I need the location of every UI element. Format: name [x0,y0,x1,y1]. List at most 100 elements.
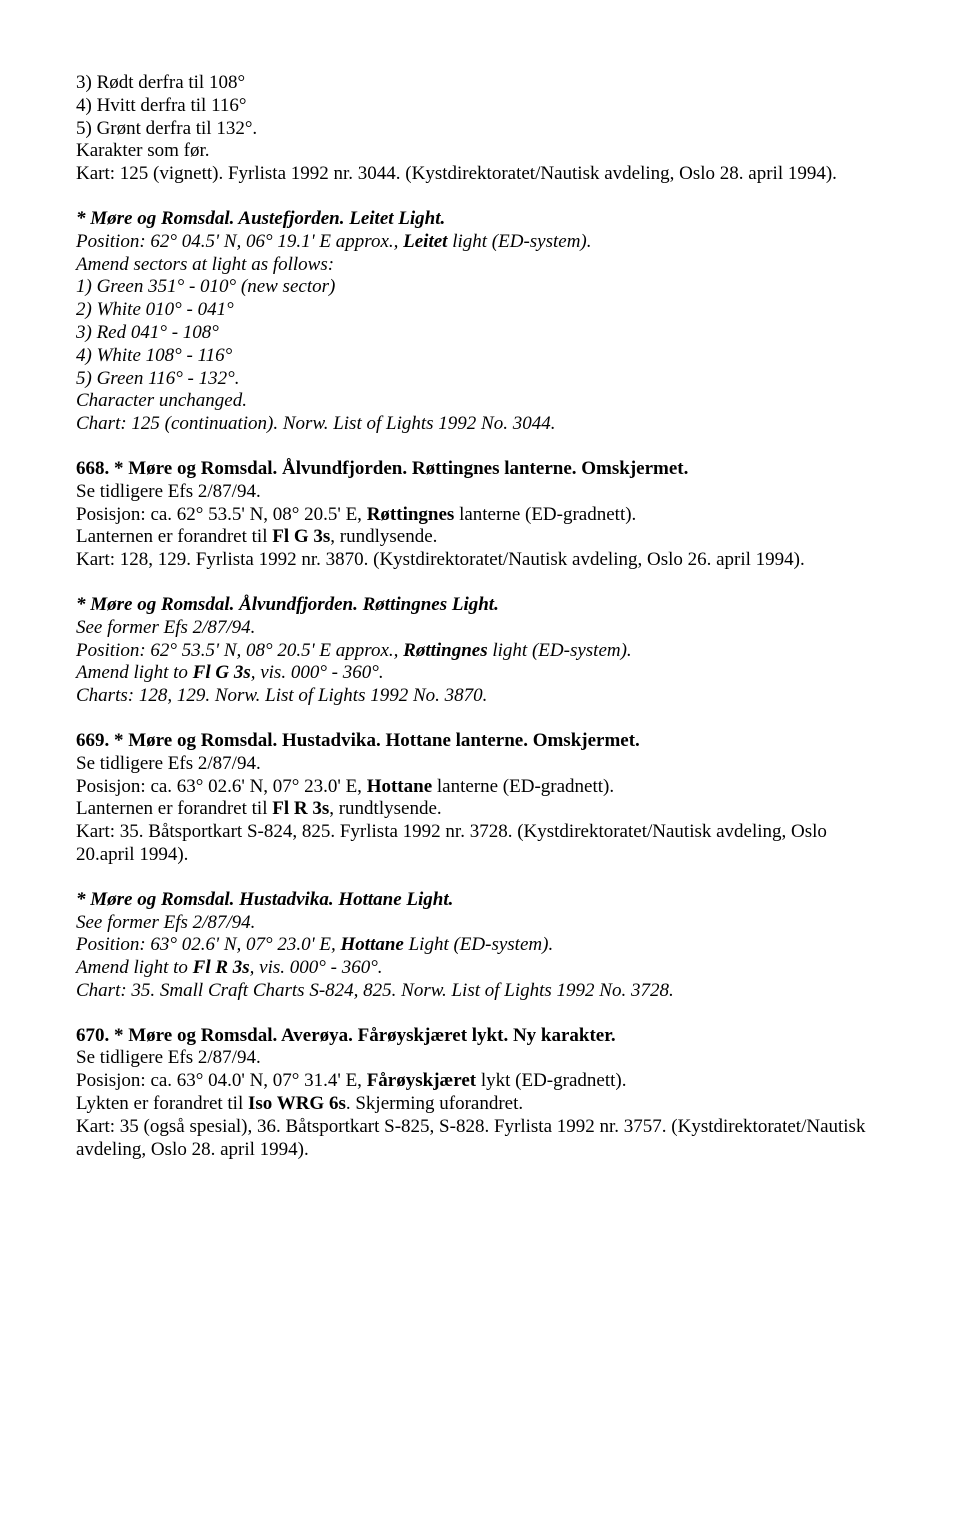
text-run: 2) White 010° - 041° [76,299,234,320]
text-line: Kart: 125 (vignett). Fyrlista 1992 nr. 3… [76,163,884,186]
paragraph: * Møre og Romsdal. Hustadvika. Hottane L… [76,889,884,1003]
text-run: Position: 62° 04.5' N, 06° 19.1' E appro… [76,231,403,252]
text-run: , vis. 000° - 360°. [251,662,384,683]
text-run: 669. * Møre og Romsdal. Hustadvika. Hott… [76,730,640,751]
text-run: Lykten er forandret til [76,1093,248,1114]
text-line: Position: 62° 04.5' N, 06° 19.1' E appro… [76,231,884,254]
text-run: Kart: 35. Båtsportkart S-824, 825. Fyrli… [76,821,827,865]
paragraph: 669. * Møre og Romsdal. Hustadvika. Hott… [76,730,884,867]
document-body: 3) Rødt derfra til 108°4) Hvitt derfra t… [76,72,884,1161]
text-run: 5) Grønt derfra til 132°. [76,118,257,139]
text-run: 1) Green 351° - 010° (new sector) [76,276,335,297]
text-run: light (ED-system). [488,640,632,661]
paragraph: * Møre og Romsdal. Ålvundfjorden. Røttin… [76,594,884,708]
text-line: 668. * Møre og Romsdal. Ålvundfjorden. R… [76,458,884,481]
text-line: 4) White 108° - 116° [76,345,884,368]
text-line: Lanternen er forandret til Fl R 3s, rund… [76,798,884,821]
text-line: * Møre og Romsdal. Hustadvika. Hottane L… [76,889,884,912]
text-line: * Møre og Romsdal. Ålvundfjorden. Røttin… [76,594,884,617]
text-run: Fl R 3s [193,957,250,978]
text-run: Se tidligere Efs 2/87/94. [76,1047,261,1068]
text-run: Position: 62° 53.5' N, 08° 20.5' E appro… [76,640,403,661]
text-line: 1) Green 351° - 010° (new sector) [76,276,884,299]
text-line: Amend sectors at light as follows: [76,254,884,277]
text-run: 668. * Møre og Romsdal. Ålvundfjorden. R… [76,458,688,479]
text-run: Fl R 3s [272,798,329,819]
text-line: Amend light to Fl R 3s, vis. 000° - 360°… [76,957,884,980]
text-line: Posisjon: ca. 62° 53.5' N, 08° 20.5' E, … [76,504,884,527]
text-line: See former Efs 2/87/94. [76,912,884,935]
text-run: * Møre og Romsdal. Ålvundfjorden. Røttin… [76,594,499,615]
text-line: Chart: 35. Small Craft Charts S-824, 825… [76,980,884,1003]
text-run: , vis. 000° - 360°. [250,957,383,978]
text-line: 3) Rødt derfra til 108° [76,72,884,95]
text-line: 2) White 010° - 041° [76,299,884,322]
text-run: , rundlysende. [330,526,437,547]
text-run: Character unchanged. [76,390,247,411]
text-line: Lykten er forandret til Iso WRG 6s. Skje… [76,1093,884,1116]
text-run: Leitet [403,231,447,252]
text-run: 670. * Møre og Romsdal. Averøya. Fårøysk… [76,1025,616,1046]
text-run: Light (ED-system). [404,934,553,955]
text-line: Posisjon: ca. 63° 04.0' N, 07° 31.4' E, … [76,1070,884,1093]
text-run: 3) Red 041° - 108° [76,322,219,343]
text-line: 670. * Møre og Romsdal. Averøya. Fårøysk… [76,1025,884,1048]
paragraph: 668. * Møre og Romsdal. Ålvundfjorden. R… [76,458,884,572]
text-line: 4) Hvitt derfra til 116° [76,95,884,118]
text-run: . Skjerming uforandret. [346,1093,523,1114]
text-run: Posisjon: ca. 63° 02.6' N, 07° 23.0' E, [76,776,367,797]
text-run: Hottane [367,776,432,797]
text-line: Kart: 128, 129. Fyrlista 1992 nr. 3870. … [76,549,884,572]
text-run: lykt (ED-gradnett). [476,1070,626,1091]
text-run: Amend sectors at light as follows: [76,254,334,275]
text-run: Posisjon: ca. 63° 04.0' N, 07° 31.4' E, [76,1070,367,1091]
text-line: Kart: 35. Båtsportkart S-824, 825. Fyrli… [76,821,884,867]
text-run: Kart: 35 (også spesial), 36. Båtsportkar… [76,1116,865,1160]
text-run: Posisjon: ca. 62° 53.5' N, 08° 20.5' E, [76,504,367,525]
text-run: Chart: 35. Small Craft Charts S-824, 825… [76,980,674,1001]
text-line: Posisjon: ca. 63° 02.6' N, 07° 23.0' E, … [76,776,884,799]
text-run: Røttingnes [367,504,455,525]
text-run: Fl G 3s [193,662,251,683]
text-line: Character unchanged. [76,390,884,413]
paragraph: * Møre og Romsdal. Austefjorden. Leitet … [76,208,884,436]
text-run: Lanternen er forandret til [76,798,272,819]
text-run: 3) Rødt derfra til 108° [76,72,245,93]
text-run: 4) Hvitt derfra til 116° [76,95,246,116]
text-run: lanterne (ED-gradnett). [454,504,636,525]
text-run: 4) White 108° - 116° [76,345,232,366]
text-run: lanterne (ED-gradnett). [432,776,614,797]
text-run: , rundtlysende. [329,798,441,819]
text-line: Charts: 128, 129. Norw. List of Lights 1… [76,685,884,708]
text-run: Røttingnes [403,640,487,661]
text-line: Se tidligere Efs 2/87/94. [76,753,884,776]
text-run: See former Efs 2/87/94. [76,617,255,638]
text-run: Karakter som før. [76,140,209,161]
text-line: Se tidligere Efs 2/87/94. [76,1047,884,1070]
text-line: Se tidligere Efs 2/87/94. [76,481,884,504]
text-line: Chart: 125 (continuation). Norw. List of… [76,413,884,436]
paragraph: 670. * Møre og Romsdal. Averøya. Fårøysk… [76,1025,884,1162]
text-run: Se tidligere Efs 2/87/94. [76,481,261,502]
text-run: Kart: 125 (vignett). Fyrlista 1992 nr. 3… [76,163,837,184]
paragraph: 3) Rødt derfra til 108°4) Hvitt derfra t… [76,72,884,186]
text-run: * Møre og Romsdal. Austefjorden. Leitet … [76,208,445,229]
text-run: Fl G 3s [272,526,330,547]
text-run: Iso WRG 6s [248,1093,346,1114]
text-run: Amend light to [76,662,193,683]
text-run: Lanternen er forandret til [76,526,272,547]
text-line: 669. * Møre og Romsdal. Hustadvika. Hott… [76,730,884,753]
text-run: light (ED-system). [447,231,591,252]
text-run: Fårøyskjæret [367,1070,476,1091]
text-line: Position: 62° 53.5' N, 08° 20.5' E appro… [76,640,884,663]
text-line: Kart: 35 (også spesial), 36. Båtsportkar… [76,1116,884,1162]
text-line: 5) Green 116° - 132°. [76,368,884,391]
text-run: Kart: 128, 129. Fyrlista 1992 nr. 3870. … [76,549,805,570]
text-line: * Møre og Romsdal. Austefjorden. Leitet … [76,208,884,231]
text-run: Hottane [341,934,404,955]
text-run: Position: 63° 02.6' N, 07° 23.0' E, [76,934,341,955]
text-run: Chart: 125 (continuation). Norw. List of… [76,413,555,434]
text-run: Se tidligere Efs 2/87/94. [76,753,261,774]
text-run: 5) Green 116° - 132°. [76,368,239,389]
text-line: Amend light to Fl G 3s, vis. 000° - 360°… [76,662,884,685]
